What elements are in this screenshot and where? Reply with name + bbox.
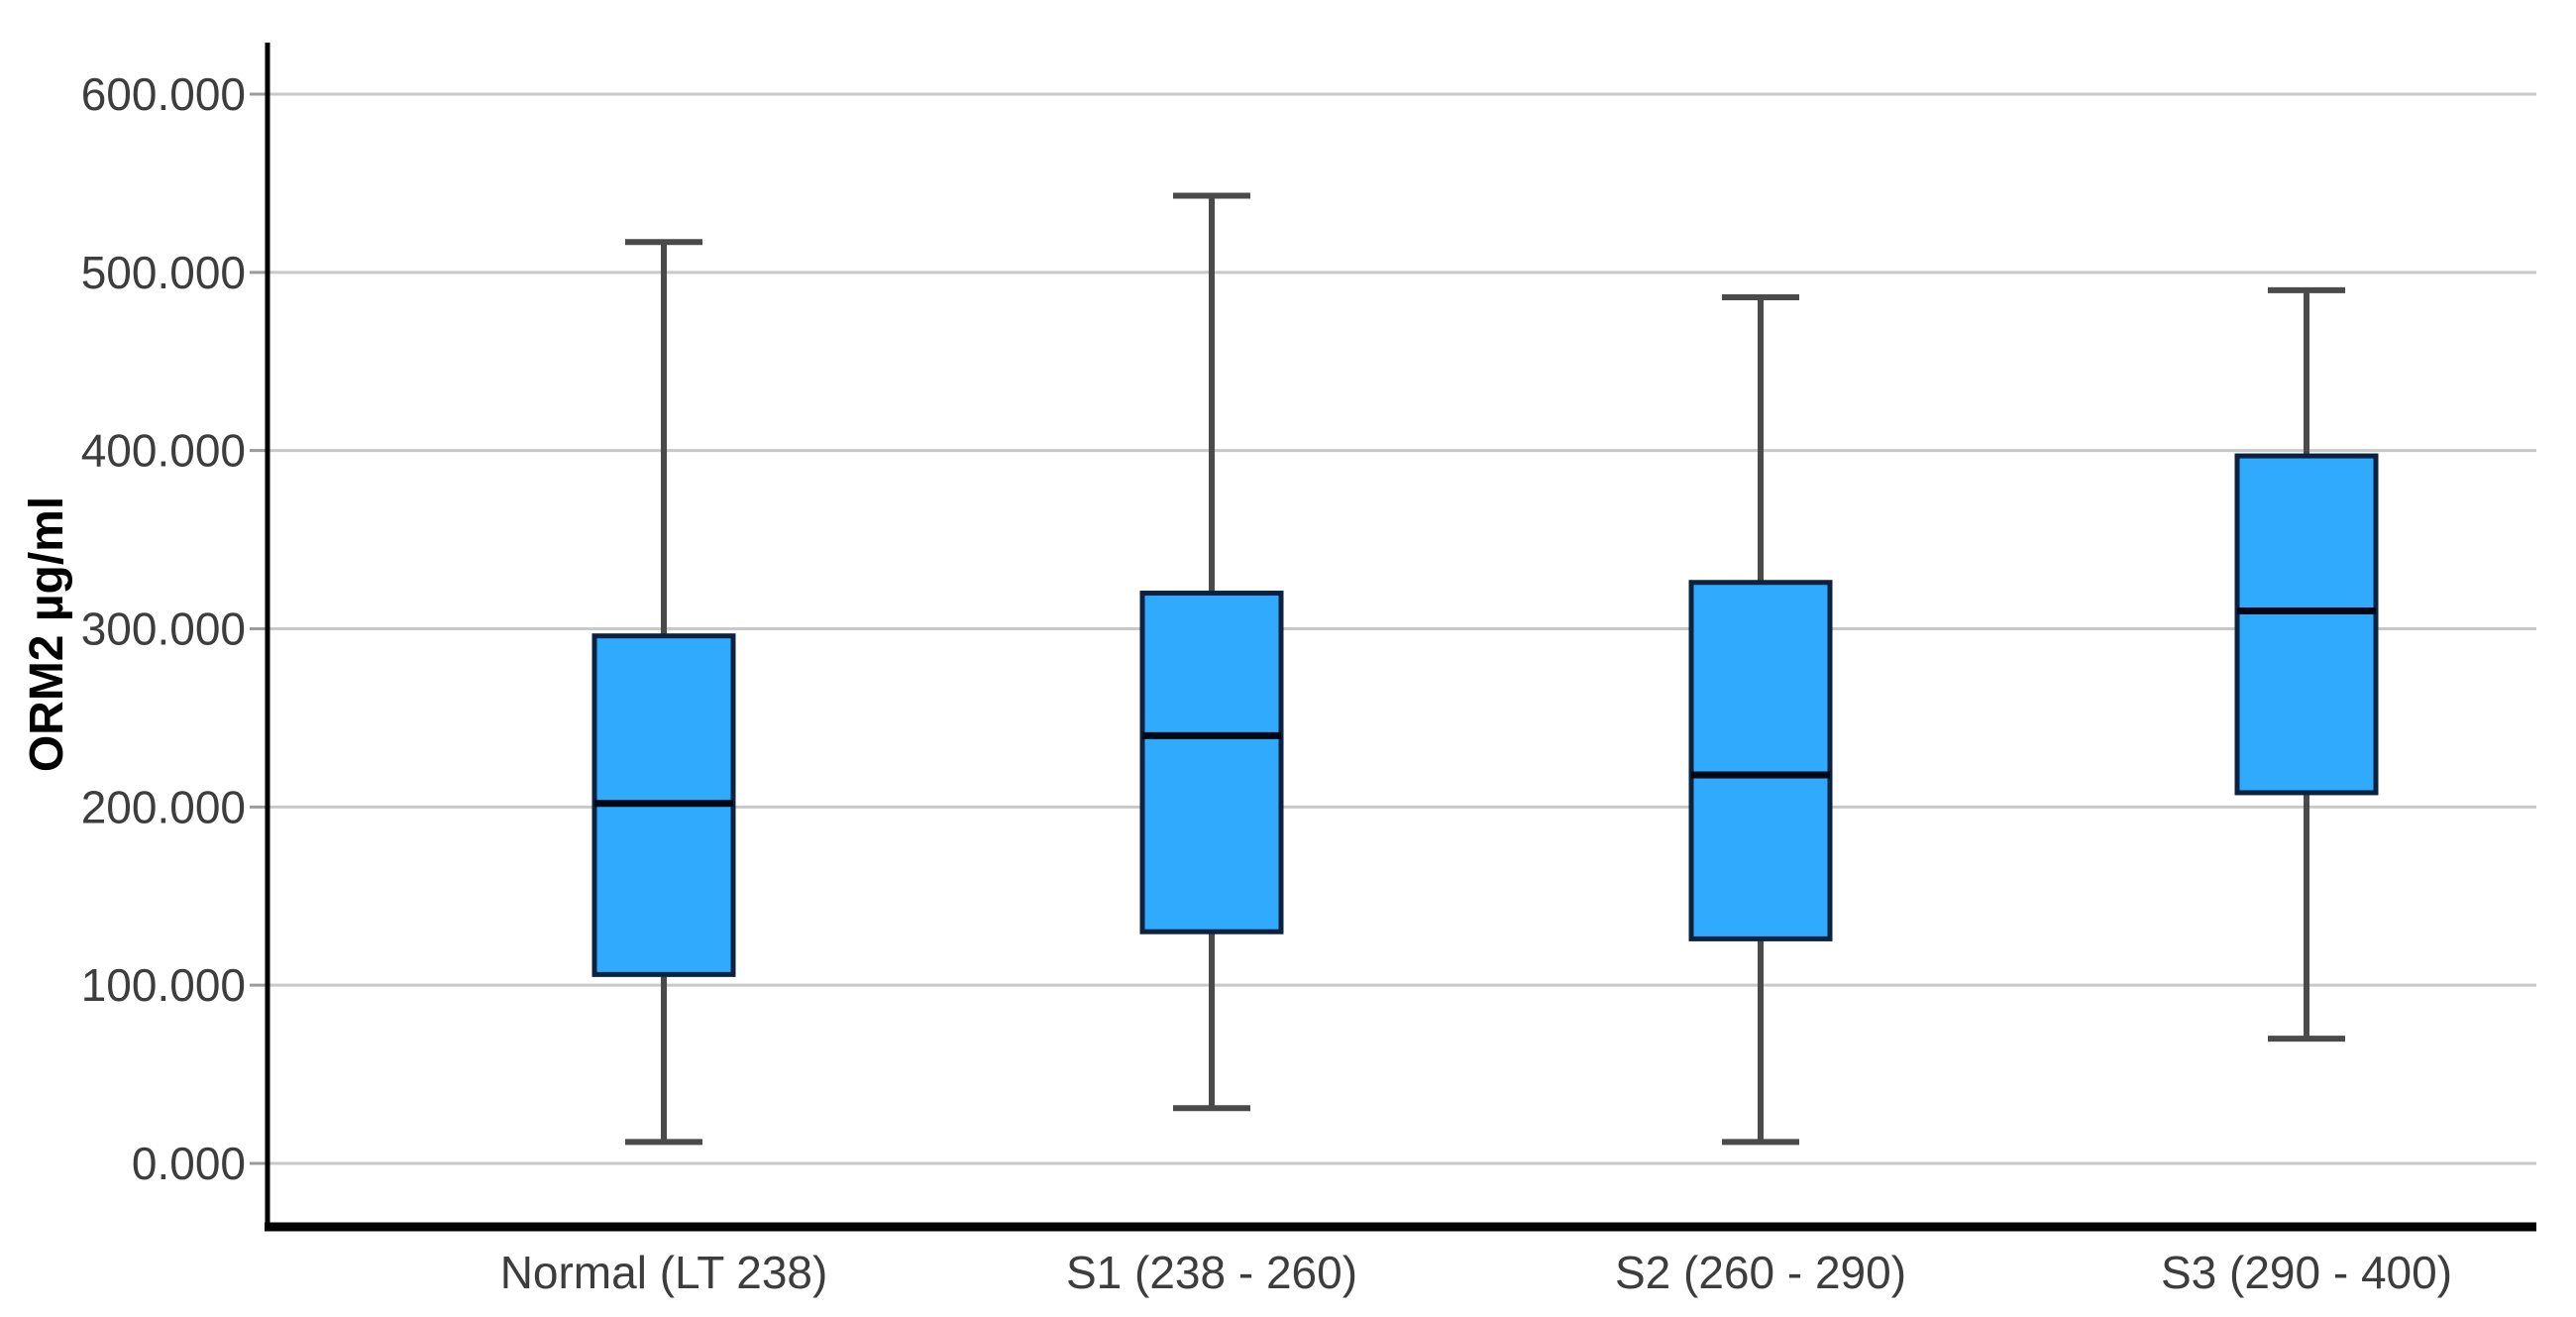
iqr-box	[1688, 580, 1833, 941]
boxplot-1	[591, 239, 736, 1146]
x-category-label-4: S3 (290 - 400)	[2161, 1247, 2452, 1298]
y-tick-label-600: 600.000	[81, 68, 246, 120]
y-tick-label-0: 0.000	[132, 1138, 246, 1189]
y-tick-label-100: 100.000	[81, 959, 246, 1011]
y-tick-label-300: 300.000	[81, 604, 246, 655]
x-category-label-2: S1 (238 - 260)	[1066, 1247, 1357, 1298]
y-tick-label-500: 500.000	[81, 247, 246, 298]
boxplot-2	[1139, 192, 1284, 1112]
boxplot-4	[2234, 286, 2379, 1043]
y-tick-label-400: 400.000	[81, 425, 246, 477]
y-tick-label-200: 200.000	[81, 781, 246, 832]
x-category-label-3: S2 (260 - 290)	[1615, 1247, 1906, 1298]
iqr-box	[1139, 591, 1284, 934]
x-category-label-1: Normal (LT 238)	[500, 1247, 828, 1298]
boxplot-3	[1688, 294, 1833, 1146]
iqr-box	[2234, 453, 2379, 796]
